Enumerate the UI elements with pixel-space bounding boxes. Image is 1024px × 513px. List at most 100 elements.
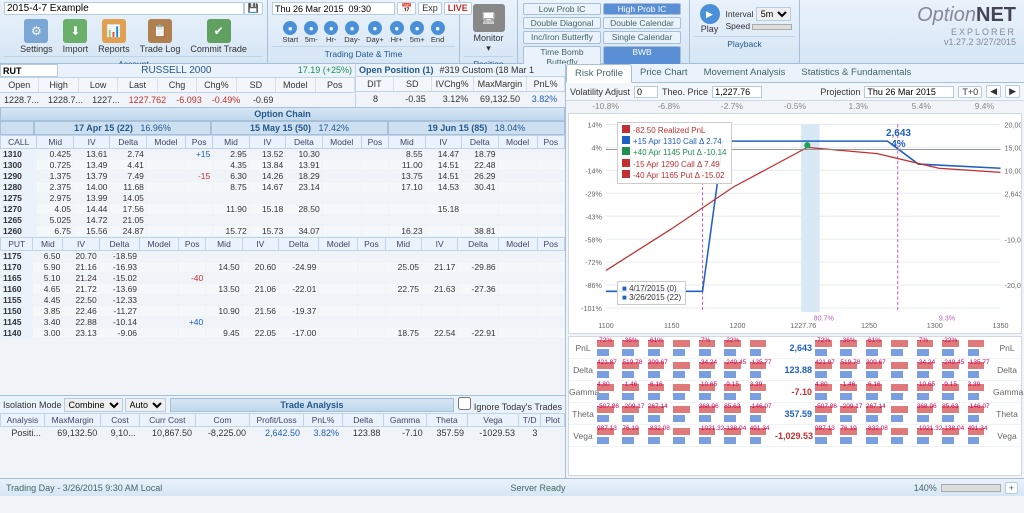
svg-text:9.3%: 9.3% bbox=[939, 313, 956, 322]
svg-text:20,000: 20,000 bbox=[1005, 121, 1021, 130]
status-mid: Server Ready bbox=[162, 483, 913, 493]
interval-select[interactable]: 5m bbox=[756, 7, 791, 21]
symbol-name: RUSSELL 2000 bbox=[58, 64, 295, 77]
analysis-title: Trade Analysis bbox=[170, 398, 455, 412]
svg-text:15,000: 15,000 bbox=[1005, 143, 1021, 152]
svg-text:-101%: -101% bbox=[581, 304, 602, 313]
proj-label: Projection bbox=[820, 87, 860, 97]
svg-text:10,000: 10,000 bbox=[1005, 166, 1021, 175]
status-left: Trading Day - 3/26/2015 9:30 AM Local bbox=[6, 483, 162, 493]
playback-label: Playback bbox=[694, 36, 795, 49]
strategy-2[interactable]: Double Diagonal bbox=[523, 17, 601, 29]
svg-text:1200: 1200 bbox=[729, 321, 745, 330]
reports-button[interactable]: 📊Reports bbox=[95, 17, 133, 56]
right-tabs: Risk ProfilePrice ChartMovement Analysis… bbox=[566, 64, 1024, 83]
svg-text:-58%: -58% bbox=[585, 235, 602, 244]
svg-text:-29%: -29% bbox=[585, 189, 602, 198]
nav-Day+[interactable]: ●Day+ bbox=[363, 19, 387, 46]
proj-next[interactable]: ▶ bbox=[1005, 85, 1020, 98]
svg-text:-20,000: -20,000 bbox=[1005, 281, 1021, 290]
nav-Start[interactable]: ●Start bbox=[279, 19, 301, 46]
commit-icon: ✔ bbox=[207, 19, 231, 43]
theo-label: Theo. Price bbox=[662, 87, 708, 97]
play-icon: ▶ bbox=[700, 4, 720, 24]
vol-input[interactable] bbox=[634, 86, 658, 98]
logo: OptionNET EXPLORER v1.27.2 3/27/2015 bbox=[909, 0, 1024, 63]
svg-text:2,643: 2,643 bbox=[1005, 189, 1021, 198]
cal-icon[interactable]: 📅 bbox=[397, 2, 416, 15]
svg-text:1100: 1100 bbox=[598, 321, 613, 330]
gear-icon: ⚙ bbox=[24, 19, 48, 43]
status-zoom: 140% bbox=[914, 483, 937, 493]
speed-slider[interactable] bbox=[752, 24, 792, 30]
monitor-button[interactable]: 🖥Monitor▾ bbox=[470, 2, 508, 56]
svg-text:1350: 1350 bbox=[992, 321, 1008, 330]
risk-chart[interactable]: 14% 20,000 4% 15,000 -14% 10,000 -29% 2,643 -43%… bbox=[568, 113, 1022, 334]
svg-text:1250: 1250 bbox=[861, 321, 877, 330]
nav-Hr+[interactable]: ●Hr+ bbox=[387, 19, 407, 46]
exp-button[interactable]: Exp bbox=[418, 2, 442, 15]
tab-3[interactable]: Statistics & Fundamentals bbox=[793, 64, 919, 82]
commit-button[interactable]: ✔Commit Trade bbox=[187, 17, 250, 56]
speed-label: Speed bbox=[726, 21, 751, 31]
zoom-slider[interactable] bbox=[941, 484, 1001, 492]
file-combo[interactable] bbox=[4, 2, 244, 15]
svg-text:1150: 1150 bbox=[664, 321, 679, 330]
strategy-3[interactable]: Double Calendar bbox=[603, 17, 681, 29]
tab-1[interactable]: Price Chart bbox=[632, 64, 696, 82]
main-toolbar: 💾 ⚙Settings ⬇Import 📊Reports 📋Trade Log … bbox=[0, 0, 1024, 64]
save-icon[interactable]: 💾 bbox=[244, 2, 263, 15]
svg-text:80.7%: 80.7% bbox=[813, 313, 834, 322]
analysis-table: AnalysisMaxMarginCostCurr CostComProfit/… bbox=[0, 413, 565, 440]
greeks-panel: PnL-72%-36%-61%-7%-22%2,643-72%-36%-61%-… bbox=[568, 336, 1022, 476]
monitor-icon: 🖥 bbox=[473, 4, 505, 32]
reports-icon: 📊 bbox=[102, 19, 126, 43]
iso-label: Isolation Mode bbox=[3, 400, 62, 410]
openpos-name: #319 Custom (18 Mar 1 bbox=[437, 64, 538, 76]
iso-combine[interactable]: Combine bbox=[64, 398, 123, 412]
strategy-0[interactable]: Low Prob IC bbox=[523, 3, 601, 15]
vol-label: Volatility Adjust bbox=[570, 87, 630, 97]
nav-5m-[interactable]: ●5m- bbox=[301, 19, 321, 46]
svg-text:14%: 14% bbox=[587, 121, 602, 130]
nav-End[interactable]: ●End bbox=[428, 19, 448, 46]
datetime-field[interactable] bbox=[272, 2, 395, 15]
datetime-group-label: Trading Date & Time bbox=[272, 46, 455, 59]
symbol-input[interactable] bbox=[0, 64, 58, 77]
strategy-5[interactable]: Single Calendar bbox=[603, 31, 681, 43]
nav-Hr-[interactable]: ●Hr- bbox=[321, 19, 341, 46]
option-chain-table[interactable]: CALLMidIVDeltaModelPosMidIVDeltaModelPos… bbox=[0, 135, 565, 395]
log-icon: 📋 bbox=[148, 19, 172, 43]
play-button[interactable]: ▶Play bbox=[697, 2, 723, 36]
iso-auto[interactable]: Auto bbox=[125, 398, 166, 412]
tab-0[interactable]: Risk Profile bbox=[566, 64, 632, 83]
nav-5m+[interactable]: ●5m+ bbox=[407, 19, 428, 46]
theo-input[interactable] bbox=[712, 86, 762, 98]
nav-Day-[interactable]: ●Day- bbox=[341, 19, 363, 46]
import-button[interactable]: ⬇Import bbox=[60, 17, 92, 56]
settings-button[interactable]: ⚙Settings bbox=[17, 17, 56, 56]
proj-input[interactable] bbox=[864, 86, 954, 98]
svg-text:-72%: -72% bbox=[585, 258, 602, 267]
svg-text:-86%: -86% bbox=[585, 281, 602, 290]
interval-label: Interval bbox=[726, 9, 754, 19]
zoom-plus[interactable]: + bbox=[1005, 482, 1018, 494]
t0-button[interactable]: T+0 bbox=[958, 86, 982, 98]
proj-prev[interactable]: ◀ bbox=[986, 85, 1001, 98]
strategy-1[interactable]: High Prob IC bbox=[603, 3, 681, 15]
import-icon: ⬇ bbox=[63, 19, 87, 43]
ignore-check[interactable]: Ignore Today's Trades bbox=[458, 397, 562, 412]
svg-text:-10,000: -10,000 bbox=[1005, 235, 1021, 244]
option-chain-title: Option Chain bbox=[0, 107, 565, 121]
svg-text:1227.76: 1227.76 bbox=[790, 321, 816, 330]
pnl-box: 2,643 4% bbox=[886, 128, 911, 150]
tradelog-button[interactable]: 📋Trade Log bbox=[137, 17, 184, 56]
svg-text:-43%: -43% bbox=[585, 212, 602, 221]
symbol-chg: 17.19 (+25%) bbox=[295, 64, 355, 77]
svg-text:-14%: -14% bbox=[585, 166, 602, 175]
tab-2[interactable]: Movement Analysis bbox=[696, 64, 794, 82]
strategy-4[interactable]: Inc/Iron Butterfly bbox=[523, 31, 601, 43]
svg-text:4%: 4% bbox=[591, 143, 602, 152]
status-bar: Trading Day - 3/26/2015 9:30 AM Local Se… bbox=[0, 478, 1024, 496]
openpos-label: Open Position (1) bbox=[356, 64, 437, 76]
